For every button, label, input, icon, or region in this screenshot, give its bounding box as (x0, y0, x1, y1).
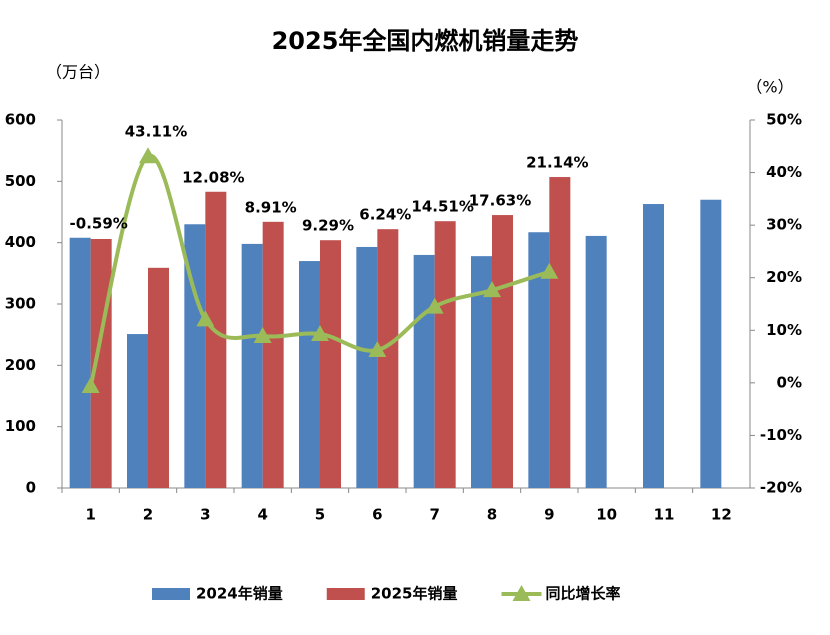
bar (434, 221, 456, 488)
bar (471, 256, 492, 488)
legend-label: 同比增长率 (546, 585, 621, 603)
x-tick-label: 5 (315, 506, 325, 524)
y-tick-label: 300 (5, 295, 36, 313)
y-tick-label: 200 (5, 356, 36, 374)
y2-tick-label: 30% (766, 216, 802, 234)
bar (549, 177, 571, 489)
bar (356, 246, 378, 488)
data-label: 12.08% (182, 168, 244, 186)
data-label: 9.29% (302, 217, 354, 235)
data-label: -0.59% (70, 214, 128, 232)
y-tick-label: 100 (5, 417, 36, 435)
legend-swatch (326, 588, 365, 600)
x-tick-label: 3 (200, 506, 210, 524)
x-tick-label: 2 (143, 506, 153, 524)
bar (585, 235, 607, 488)
y2-tick-label: 50% (766, 111, 802, 129)
bar (413, 254, 435, 488)
chart-title: 2025年全国内燃机销量走势 (272, 27, 579, 55)
bar (320, 240, 341, 488)
data-label: 6.24% (359, 206, 411, 224)
marker (81, 376, 100, 393)
y2-tick-label: 40% (766, 163, 802, 181)
bar (299, 261, 320, 488)
x-tick-label: 8 (487, 506, 497, 524)
bar (528, 232, 550, 488)
y2-tick-label: -10% (760, 426, 802, 444)
y2-tick-label: 10% (766, 321, 802, 339)
marker (196, 310, 215, 327)
data-label: 17.63% (469, 192, 531, 210)
bar (205, 191, 227, 488)
marker (368, 341, 387, 358)
bar (262, 221, 284, 488)
x-tick-label: 12 (711, 506, 732, 524)
marker (425, 297, 444, 314)
legend-label: 2024年销量 (196, 585, 283, 603)
marker (253, 327, 272, 344)
data-label: 14.51% (411, 198, 473, 216)
x-tick-label: 7 (429, 506, 439, 524)
bar (241, 243, 263, 488)
y-tick-label: 500 (5, 172, 36, 190)
x-tick-label: 11 (654, 506, 675, 524)
y2-tick-label: 20% (766, 268, 802, 286)
legend-label: 2025年销量 (371, 585, 458, 603)
data-label: 8.91% (245, 198, 297, 216)
data-label: 43.11% (125, 123, 187, 141)
marker (139, 147, 157, 164)
bar (643, 204, 664, 488)
y2-tick-label: -20% (760, 479, 802, 497)
bar (127, 334, 148, 488)
x-tick-label: 10 (596, 506, 617, 524)
bar (700, 199, 722, 488)
x-tick-label: 9 (544, 506, 554, 524)
marker (311, 325, 329, 342)
y2-tick-label: 0% (777, 373, 802, 391)
bar (492, 215, 513, 489)
marker (540, 262, 559, 279)
marker (483, 281, 501, 298)
data-label: 21.14% (526, 154, 588, 172)
y-tick-label: 0 (26, 479, 36, 497)
x-tick-label: 4 (257, 506, 267, 524)
bar (184, 224, 206, 488)
bar (148, 267, 169, 488)
bar (69, 237, 91, 488)
legend-swatch (152, 588, 190, 600)
legend-marker (512, 585, 531, 601)
x-tick-label: 6 (372, 506, 382, 524)
x-tick-label: 1 (85, 506, 95, 524)
y2-axis-label: （%） (746, 78, 793, 97)
y-tick-label: 600 (5, 111, 36, 129)
y-tick-label: 400 (5, 233, 36, 251)
bar (377, 229, 399, 488)
y-axis-label: （万台） (46, 63, 110, 82)
